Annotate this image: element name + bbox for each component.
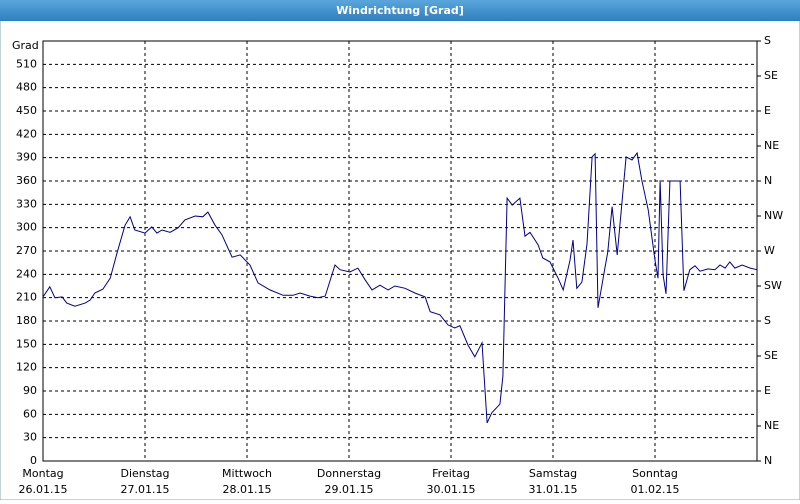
y-tick-label: 360 [16,174,37,187]
y2-tick-label: NE [764,419,779,432]
y2-tick-label: E [764,384,771,397]
y-tick-label: 60 [23,407,37,420]
y-tick-label: 30 [23,431,37,444]
y-tick-label: 120 [16,361,37,374]
x-tick-date: 27.01.15 [121,483,170,496]
y-axis-label: Grad [12,39,39,52]
y2-tick-label: N [764,174,772,187]
y2-tick-label: S [764,314,771,327]
x-tick-label: Mittwoch [222,467,272,480]
x-tick-label: Sonntag [632,467,678,480]
title-bar [0,0,800,21]
y2-tick-label: W [764,244,775,257]
y-tick-label: 180 [16,314,37,327]
y2-tick-label: SE [764,349,778,362]
x-tick-label: Montag [22,467,63,480]
x-tick-date: 26.01.15 [19,483,68,496]
y-tick-label: 0 [30,454,37,467]
x-tick-date: 30.01.15 [427,483,476,496]
y-tick-label: 240 [16,267,37,280]
x-tick-date: 28.01.15 [223,483,272,496]
y-tick-label: 150 [16,337,37,350]
x-tick-date: 31.01.15 [529,483,578,496]
y-tick-label: 330 [16,197,37,210]
y-tick-label: 90 [23,384,37,397]
y2-tick-label: SE [764,69,778,82]
y-tick-label: 210 [16,291,37,304]
y-tick-label: 480 [16,81,37,94]
y2-tick-label: N [764,454,772,467]
x-tick-label: Freitag [432,467,470,480]
y-tick-label: 300 [16,221,37,234]
y-tick-label: 450 [16,104,37,117]
x-tick-date: 29.01.15 [325,483,374,496]
y2-tick-label: S [764,34,771,47]
y-tick-label: 510 [16,57,37,70]
data-line [42,151,758,424]
y-tick-label: 270 [16,244,37,257]
x-tick-label: Samstag [529,467,577,480]
x-tick-label: Donnerstag [317,467,381,480]
chart-title: Windrichtung [Grad] [336,4,464,17]
x-tick-label: Dienstag [120,467,169,480]
y2-tick-label: SW [764,279,782,292]
y-tick-label: 390 [16,151,37,164]
y-tick-label: 420 [16,127,37,140]
y2-tick-label: NE [764,139,779,152]
y2-tick-label: E [764,104,771,117]
y2-tick-label: NW [764,209,783,222]
x-tick-date: 01.02.15 [631,483,680,496]
plot-frame [42,40,758,462]
